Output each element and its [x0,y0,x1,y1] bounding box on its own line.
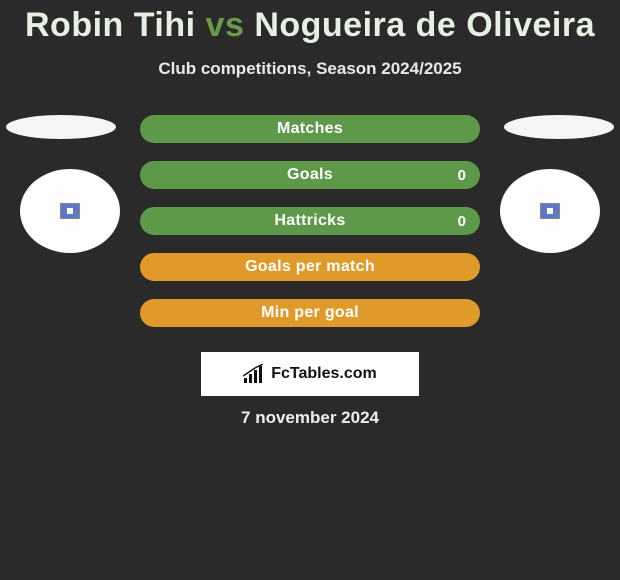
player2-name: Nogueira de Oliveira [254,6,595,44]
bar-matches: Matches [140,115,480,143]
bar-label: Matches [277,120,343,138]
fctables-logo: FcTables.com [201,352,419,396]
bar-row-min-per-goal: Min per goal [140,299,480,327]
player1-avatar-placeholder-icon [60,203,80,219]
player2-avatar-placeholder-icon [540,203,560,219]
page-title: Robin Tihi vs Nogueira de Oliveira [0,0,620,45]
bar-goals: Goals 0 [140,161,480,189]
bar-label: Goals [287,166,333,184]
vs-text: vs [206,6,245,44]
bar-label: Hattricks [274,212,345,230]
bar-hattricks: Hattricks 0 [140,207,480,235]
compare-area: Matches Goals 0 Hattricks 0 Goals per ma… [0,115,620,375]
logo-text: FcTables.com [271,365,377,383]
bar-goals-per-match: Goals per match [140,253,480,281]
bar-row-goals: Goals 0 [140,161,480,189]
bar-label: Goals per match [245,258,375,276]
bar-min-per-goal: Min per goal [140,299,480,327]
bar-row-matches: Matches [140,115,480,143]
bar-row-hattricks: Hattricks 0 [140,207,480,235]
subtitle: Club competitions, Season 2024/2025 [0,59,620,79]
player1-name: Robin Tihi [25,6,196,44]
player2-avatar [500,169,600,253]
left-ellipse-decoration [6,115,116,139]
right-ellipse-decoration [504,115,614,139]
bar-label: Min per goal [261,304,359,322]
comparison-bars: Matches Goals 0 Hattricks 0 Goals per ma… [140,115,480,345]
bar-value-right: 0 [458,213,466,230]
player1-avatar [20,169,120,253]
logo-chart-icon [243,364,265,384]
bar-row-goals-per-match: Goals per match [140,253,480,281]
date-text: 7 november 2024 [0,408,620,428]
bar-value-right: 0 [458,167,466,184]
